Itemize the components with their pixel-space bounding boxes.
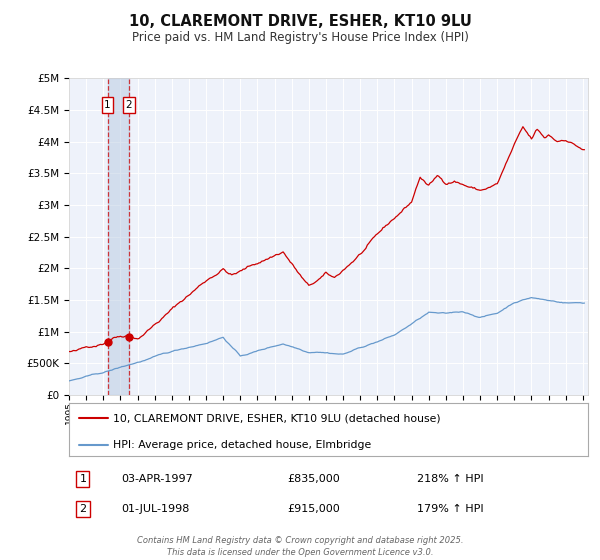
Text: 218% ↑ HPI: 218% ↑ HPI: [417, 474, 484, 484]
Text: 1: 1: [79, 474, 86, 484]
Text: 10, CLAREMONT DRIVE, ESHER, KT10 9LU: 10, CLAREMONT DRIVE, ESHER, KT10 9LU: [128, 14, 472, 29]
Text: £915,000: £915,000: [287, 504, 340, 514]
Bar: [107, 78, 129, 395]
Text: Contains HM Land Registry data © Crown copyright and database right 2025.
This d: Contains HM Land Registry data © Crown c…: [137, 536, 463, 557]
Text: 2: 2: [125, 100, 132, 110]
Text: 03-APR-1997: 03-APR-1997: [121, 474, 193, 484]
Text: 10, CLAREMONT DRIVE, ESHER, KT10 9LU (detached house): 10, CLAREMONT DRIVE, ESHER, KT10 9LU (de…: [113, 413, 441, 423]
Text: HPI: Average price, detached house, Elmbridge: HPI: Average price, detached house, Elmb…: [113, 440, 371, 450]
Text: 01-JUL-1998: 01-JUL-1998: [121, 504, 189, 514]
Text: Price paid vs. HM Land Registry's House Price Index (HPI): Price paid vs. HM Land Registry's House …: [131, 31, 469, 44]
Text: 179% ↑ HPI: 179% ↑ HPI: [417, 504, 484, 514]
Text: 1: 1: [104, 100, 111, 110]
Text: £835,000: £835,000: [287, 474, 340, 484]
Text: 2: 2: [79, 504, 86, 514]
